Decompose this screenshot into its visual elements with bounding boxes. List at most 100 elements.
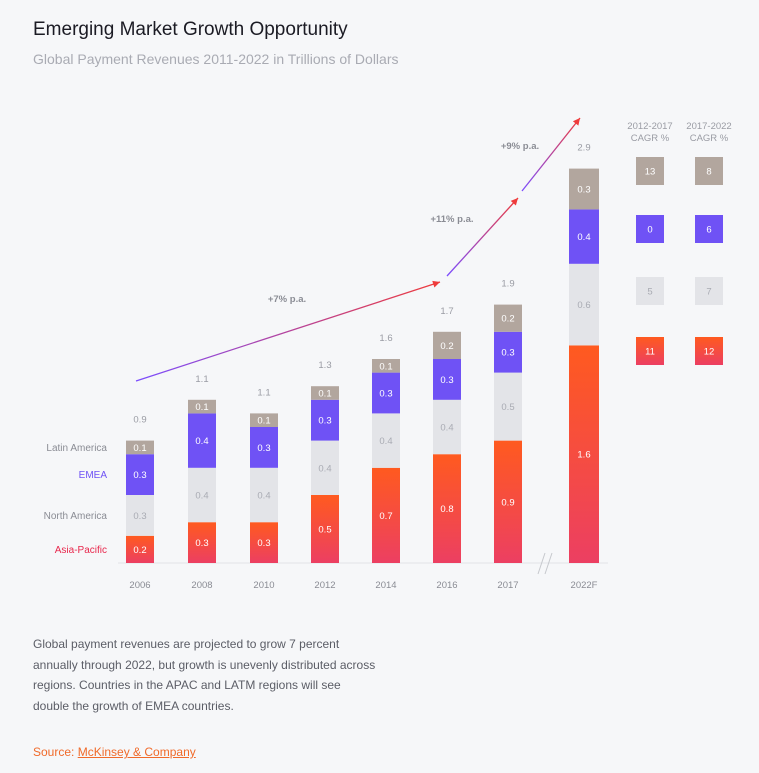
- total-label-2017: 1.9: [501, 279, 514, 290]
- bar-segment-latin-america-2016: [433, 331, 461, 359]
- bar-segment-emea-2022F: [569, 209, 599, 264]
- bar-segment-latin-america-2012: [311, 386, 339, 400]
- bar-segment-latin-america-2008: [188, 399, 216, 414]
- trend-line-2: [446, 197, 519, 277]
- cagr-header-line1-2: 2017-2022: [686, 121, 731, 132]
- bar-segment-emea-2014: [372, 372, 400, 414]
- value-label-north-america-2022F: 0.6: [577, 300, 590, 311]
- total-label-2008: 1.1: [195, 374, 208, 385]
- bar-segment-asia-pacific-2022F: [569, 345, 599, 563]
- axis-break-mark: [537, 552, 546, 575]
- value-label-latin-america-2017: 0.2: [501, 314, 514, 325]
- cagr-box-asia-pacific-1: [636, 337, 664, 365]
- bar-segment-asia-pacific-2017: [494, 440, 522, 563]
- value-label-emea-2022F: 0.4: [577, 232, 590, 243]
- bar-segment-emea-2010: [250, 427, 278, 468]
- total-label-2016: 1.7: [440, 306, 453, 317]
- bar-segment-north-america-2022F: [569, 263, 599, 346]
- value-label-emea-2010: 0.3: [257, 443, 270, 454]
- cagr-value-north-america-2: 7: [706, 287, 711, 298]
- bar-segment-asia-pacific-2008: [188, 522, 216, 563]
- value-label-emea-2012: 0.3: [318, 416, 331, 427]
- total-label-2010: 1.1: [257, 387, 270, 398]
- bar-segment-north-america-2008: [188, 467, 216, 523]
- value-label-asia-pacific-2022F: 1.6: [577, 450, 590, 461]
- cagr-box-latin-america-2: [695, 157, 723, 185]
- cagr-value-asia-pacific-2: 12: [704, 347, 715, 358]
- x-tick-label-2014: 2014: [375, 580, 396, 591]
- cagr-box-emea-1: [636, 215, 664, 243]
- bar-segment-latin-america-2006: [126, 440, 154, 455]
- trend-annotation-2: +11% p.a.: [430, 214, 473, 225]
- value-label-latin-america-2022F: 0.3: [577, 185, 590, 196]
- bar-segment-asia-pacific-2010: [250, 522, 278, 563]
- value-label-asia-pacific-2016: 0.8: [440, 504, 453, 515]
- cagr-box-emea-2: [695, 215, 723, 243]
- cagr-header-line1-1: 2012-2017: [627, 121, 672, 132]
- x-tick-label-2008: 2008: [191, 580, 212, 591]
- bar-segment-north-america-2017: [494, 372, 522, 441]
- value-label-north-america-2014: 0.4: [379, 436, 392, 447]
- bar-segment-north-america-2010: [250, 467, 278, 523]
- x-tick-label-2016: 2016: [436, 580, 457, 591]
- bar-segment-north-america-2016: [433, 399, 461, 455]
- total-label-2022F: 2.9: [577, 143, 590, 154]
- value-label-emea-2006: 0.3: [133, 470, 146, 481]
- bar-segment-emea-2012: [311, 399, 339, 441]
- cagr-box-north-america-1: [636, 277, 664, 305]
- value-label-latin-america-2014: 0.1: [379, 361, 392, 372]
- cagr-value-emea-1: 0: [647, 225, 652, 236]
- trend-line-3: [521, 117, 581, 192]
- bar-segment-emea-2008: [188, 413, 216, 468]
- value-label-asia-pacific-2008: 0.3: [195, 538, 208, 549]
- value-label-latin-america-2006: 0.1: [133, 443, 146, 454]
- bar-segment-latin-america-2010: [250, 413, 278, 427]
- value-label-asia-pacific-2012: 0.5: [318, 525, 331, 536]
- value-label-north-america-2012: 0.4: [318, 463, 331, 474]
- legend-label-asia-pacific: Asia-Pacific: [55, 545, 107, 556]
- chart-subtitle: Global Payment Revenues 2011-2022 in Tri…: [33, 51, 399, 67]
- x-tick-label-2010: 2010: [253, 580, 274, 591]
- cagr-value-latin-america-2: 8: [706, 167, 711, 178]
- value-label-latin-america-2016: 0.2: [440, 341, 453, 352]
- total-label-2014: 1.6: [379, 333, 392, 344]
- value-label-latin-america-2008: 0.1: [195, 402, 208, 413]
- value-label-north-america-2017: 0.5: [501, 402, 514, 413]
- bar-segment-latin-america-2017: [494, 304, 522, 332]
- value-label-asia-pacific-2014: 0.7: [379, 511, 392, 522]
- cagr-value-north-america-1: 5: [647, 287, 652, 298]
- source-link[interactable]: McKinsey & Company: [77, 745, 196, 759]
- bar-segment-asia-pacific-2016: [433, 454, 461, 563]
- chart-description: Global payment revenues are projected to…: [33, 637, 376, 713]
- bar-segment-north-america-2014: [372, 413, 400, 468]
- value-label-latin-america-2010: 0.1: [257, 416, 270, 427]
- bar-segment-latin-america-2022F: [569, 168, 599, 210]
- bar-segment-emea-2017: [494, 331, 522, 373]
- x-tick-label-2017: 2017: [497, 580, 518, 591]
- axis-break-mark: [544, 552, 553, 575]
- cagr-value-asia-pacific-1: 11: [645, 347, 655, 358]
- bar-segment-asia-pacific-2006: [126, 535, 154, 563]
- bar-segment-emea-2016: [433, 359, 461, 400]
- trend-line-1: [135, 281, 441, 382]
- trend-annotation-1: +7% p.a.: [268, 294, 306, 305]
- legend-label-north-america: North America: [44, 511, 108, 522]
- cagr-box-north-america-2: [695, 277, 723, 305]
- cagr-header-line2-1: CAGR %: [631, 133, 670, 144]
- total-label-2006: 0.9: [133, 415, 146, 426]
- value-label-emea-2017: 0.3: [501, 348, 514, 359]
- value-label-emea-2014: 0.3: [379, 389, 392, 400]
- x-tick-label-2006: 2006: [129, 580, 150, 591]
- value-label-latin-america-2012: 0.1: [318, 389, 331, 400]
- value-label-asia-pacific-2017: 0.9: [501, 497, 514, 508]
- value-label-north-america-2010: 0.4: [257, 491, 270, 502]
- chart-title: Emerging Market Growth Opportunity: [33, 19, 348, 40]
- total-label-2012: 1.3: [318, 360, 331, 371]
- bar-segment-emea-2006: [126, 454, 154, 495]
- cagr-value-latin-america-1: 13: [645, 167, 656, 178]
- stacked-bar-chart: 0.2 0.3 0.3 0.1 0.9 2006 0.3 0.4 0.4 0.1 1.1 2008 0.…: [44, 117, 732, 591]
- source-line: Source: McKinsey & Company: [33, 745, 196, 759]
- value-label-emea-2008: 0.4: [195, 436, 208, 447]
- cagr-header-line2-2: CAGR %: [690, 133, 729, 144]
- cagr-box-asia-pacific-2: [695, 337, 723, 365]
